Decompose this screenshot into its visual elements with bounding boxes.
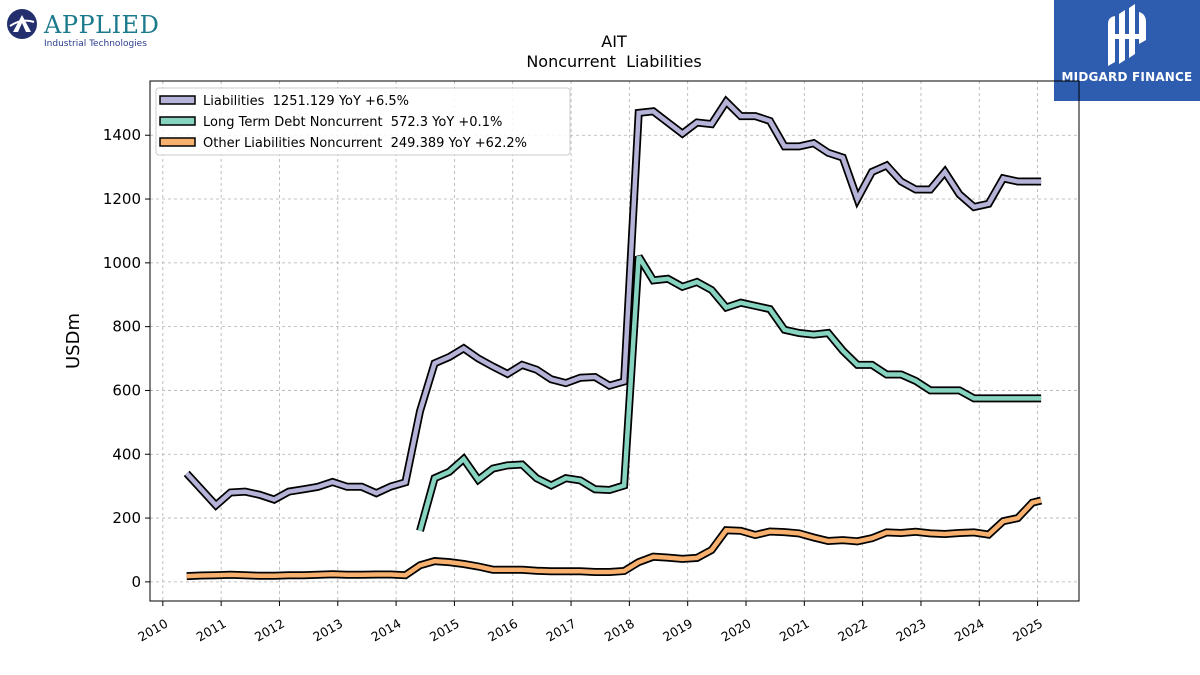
applied-logo-wordmark: APPLIED (44, 11, 160, 39)
x-tick-label: 2021 (777, 616, 812, 645)
x-tick-label: 2020 (718, 616, 753, 645)
midgard-finance-wordmark: MIDGARD FINANCE (1061, 70, 1193, 84)
legend-swatch (159, 137, 196, 147)
legend: Liabilities 1251.129 YoY +6.5% Long Term … (155, 87, 571, 156)
legend-box (155, 87, 571, 156)
x-tick-label: 2023 (893, 616, 928, 645)
y-axis-label: USDm (63, 313, 84, 369)
gridlines (150, 81, 1079, 601)
applied-logo-tagline: Industrial Technologies (44, 39, 147, 49)
x-tick-label: 2017 (544, 616, 579, 645)
y-tick-label: 0 (131, 573, 141, 591)
applied-logo: APPLIED Industrial Technologies (6, 6, 166, 50)
plot-frame (149, 80, 1080, 602)
legend-swatch (159, 116, 196, 126)
x-tick-label: 2025 (1010, 616, 1045, 645)
chart-title: AIT (601, 32, 627, 51)
x-tick-label: 2011 (194, 616, 229, 645)
x-tick-label: 2019 (660, 616, 695, 645)
series-line-outline-other-liabilities-noncurrent (186, 496, 1043, 581)
series-line-outline-long-term-debt-noncurrent (416, 254, 1042, 532)
midgard-finance-logo: MIDGARD FINANCE (1054, 0, 1200, 101)
x-tick-label: 2010 (135, 616, 170, 645)
y-tick-label: 400 (112, 445, 141, 463)
x-tick-label: 2013 (310, 616, 345, 645)
series-line-long-term-debt-noncurrent (417, 255, 1042, 532)
y-tick-label: 800 (112, 318, 141, 336)
y-tick-label: 600 (112, 381, 141, 399)
x-tick-label: 2022 (835, 616, 870, 645)
y-axis-ticks: 0 200 400 600 800 1000 1200 1400 (103, 126, 150, 591)
y-tick-label: 200 (112, 509, 141, 527)
applied-emblem-icon (7, 9, 37, 39)
x-axis-ticks: 2010 2011 2012 2013 2014 2015 2016 2017 2018 2019… (135, 601, 1045, 645)
series-lines (183, 95, 1043, 581)
x-tick-label: 2014 (369, 616, 404, 645)
midgard-emblem-icon (1108, 4, 1146, 66)
chart-subtitle: Noncurrent Liabilities (526, 52, 701, 71)
y-tick-label: 1400 (103, 126, 141, 144)
x-tick-label: 2024 (952, 616, 987, 645)
x-tick-label: 2016 (485, 616, 520, 645)
legend-entry-label: Other Liabilities Noncurrent 249.389 YoY… (203, 136, 527, 151)
legend-swatch (159, 95, 196, 105)
x-tick-label: 2018 (602, 616, 637, 645)
series-line-outline-liabilities (183, 95, 1042, 511)
series-line-liabilities (185, 98, 1042, 509)
y-tick-label: 1000 (103, 254, 141, 272)
x-tick-label: 2015 (427, 616, 462, 645)
series-line-other-liabilities-noncurrent (186, 498, 1042, 579)
legend-entry-label: Liabilities 1251.129 YoY +6.5% (203, 94, 409, 109)
legend-entry-label: Long Term Debt Noncurrent 572.3 YoY +0.1… (203, 115, 502, 130)
x-tick-label: 2012 (252, 616, 287, 645)
y-tick-label: 1200 (103, 190, 141, 208)
